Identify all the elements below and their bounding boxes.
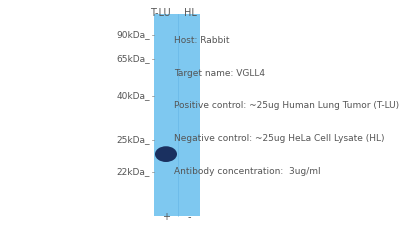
Ellipse shape	[155, 146, 177, 162]
Text: HL: HL	[184, 8, 196, 18]
Text: Positive control: ~25ug Human Lung Tumor (T-LU): Positive control: ~25ug Human Lung Tumor…	[174, 101, 399, 110]
Text: 90kDa_: 90kDa_	[116, 30, 150, 39]
FancyBboxPatch shape	[154, 14, 200, 216]
Text: 65kDa_: 65kDa_	[116, 54, 150, 63]
Text: 22kDa_: 22kDa_	[117, 168, 150, 177]
Text: Antibody concentration:  3ug/ml: Antibody concentration: 3ug/ml	[174, 166, 321, 176]
Text: 40kDa_: 40kDa_	[116, 91, 150, 100]
Text: 25kDa_: 25kDa_	[116, 135, 150, 144]
Text: Target name: VGLL4: Target name: VGLL4	[174, 69, 265, 78]
Text: T-LU: T-LU	[150, 8, 170, 18]
Text: +: +	[162, 212, 170, 222]
Text: Host: Rabbit: Host: Rabbit	[174, 36, 230, 45]
Text: -: -	[187, 212, 190, 222]
Text: Negative control: ~25ug HeLa Cell Lysate (HL): Negative control: ~25ug HeLa Cell Lysate…	[174, 134, 384, 143]
